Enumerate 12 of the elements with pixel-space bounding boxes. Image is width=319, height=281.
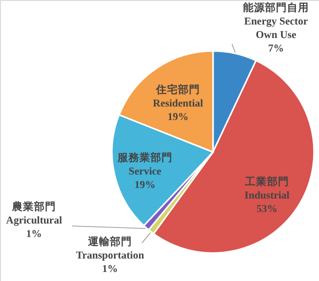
slice-label: 服務業部門 Service <box>116 151 172 178</box>
slice-label: 住宅部門 Residential <box>152 83 204 110</box>
data-label: 53% <box>256 204 278 215</box>
slice-label: 能源部門自用 Energy Sector Own Use <box>243 1 309 41</box>
data-label: 19% <box>134 180 156 191</box>
slice-label: 工業部門 Industrial <box>244 175 290 202</box>
data-label: 1% <box>26 229 42 240</box>
slice-label: 農業部門 Agricultural <box>6 200 62 226</box>
data-label: 19% <box>168 112 188 123</box>
data-label: 7% <box>268 44 284 54</box>
data-label: 1% <box>102 264 118 275</box>
slice-label: 運輸部門 Transportation <box>76 235 144 262</box>
